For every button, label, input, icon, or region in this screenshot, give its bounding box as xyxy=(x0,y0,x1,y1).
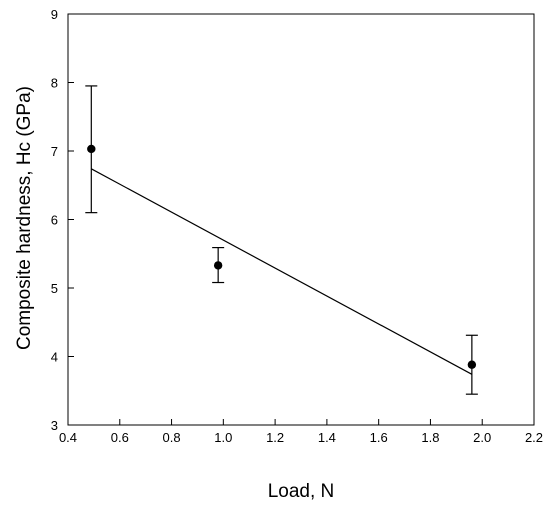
data-points xyxy=(87,144,477,369)
y-tick-label: 6 xyxy=(51,213,58,228)
x-axis-ticks: 0.4 0.6 0.8 1.0 1.2 1.4 1.6 1.8 2.0 2.2 xyxy=(59,419,543,445)
y-tick-label: 4 xyxy=(51,350,58,365)
x-tick-label: 1.6 xyxy=(370,430,388,445)
y-tick-label: 8 xyxy=(51,76,58,91)
y-tick-label: 3 xyxy=(51,418,58,433)
y-tick-label: 5 xyxy=(51,281,58,296)
data-point xyxy=(213,261,223,270)
data-point xyxy=(467,360,477,369)
x-tick-label: 1.2 xyxy=(266,430,284,445)
data-point xyxy=(87,144,96,154)
error-bars xyxy=(85,85,478,395)
x-tick-label: 0.6 xyxy=(111,430,129,445)
x-tick-label: 2.2 xyxy=(525,430,543,445)
x-tick-label: 0.8 xyxy=(163,430,181,445)
regression-line xyxy=(91,168,473,375)
x-tick-label: 1.0 xyxy=(214,430,232,445)
x-tick-label: 2.0 xyxy=(473,430,491,445)
y-axis-ticks: 3 4 5 6 7 8 9 xyxy=(51,7,74,433)
plot-area-border xyxy=(67,13,535,426)
y-tick-label: 9 xyxy=(51,7,58,22)
x-tick-label: 0.4 xyxy=(59,430,77,445)
plot-frame xyxy=(67,13,535,426)
x-tick-label: 1.8 xyxy=(421,430,439,445)
regression-line-group xyxy=(91,168,473,375)
y-tick-label: 7 xyxy=(51,144,58,159)
x-tick-label: 1.4 xyxy=(318,430,336,445)
y-axis-title: Composite hardness, Hc (GPa) xyxy=(14,86,35,350)
x-axis-title: Load, N xyxy=(268,481,335,502)
